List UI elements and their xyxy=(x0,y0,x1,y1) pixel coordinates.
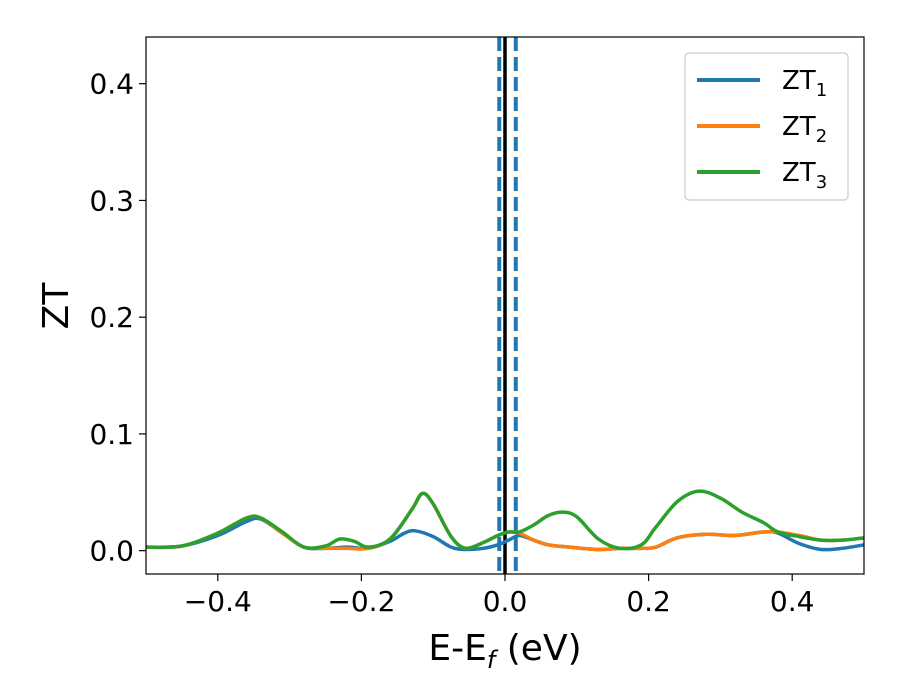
series-line-zt3 xyxy=(146,489,864,551)
x-tick-label: 0.4 xyxy=(770,585,815,618)
y-tick-label: 0.1 xyxy=(89,418,134,451)
y-tick-label: 0.3 xyxy=(89,184,134,217)
legend-box xyxy=(684,52,849,201)
legend-label-zt2: ZT2 xyxy=(782,112,827,147)
y-tick-label: 0.2 xyxy=(89,301,134,334)
x-tick-label: 0.2 xyxy=(626,585,671,618)
reference-lines xyxy=(497,37,518,574)
y-tick-label: 0.0 xyxy=(89,535,134,568)
x-tick-label: −0.4 xyxy=(184,585,252,618)
y-axis-label: ZT xyxy=(36,282,77,330)
x-tick-label: −0.2 xyxy=(327,585,395,618)
legend-label-zt1: ZT1 xyxy=(782,66,827,101)
x-axis-label: E-Ef (eV) xyxy=(428,628,581,674)
x-tick-label: 0.0 xyxy=(483,585,528,618)
y-tick-label: 0.4 xyxy=(89,68,134,101)
y-axis-ticks: 0.0 0.1 0.2 0.3 0.4 xyxy=(89,68,146,568)
legend: ZT1 ZT2 ZT3 xyxy=(684,52,849,201)
series-lines xyxy=(146,489,864,552)
x-axis-ticks: −0.4 −0.2 0.0 0.2 0.4 xyxy=(184,574,815,618)
legend-label-zt3: ZT3 xyxy=(782,158,827,193)
